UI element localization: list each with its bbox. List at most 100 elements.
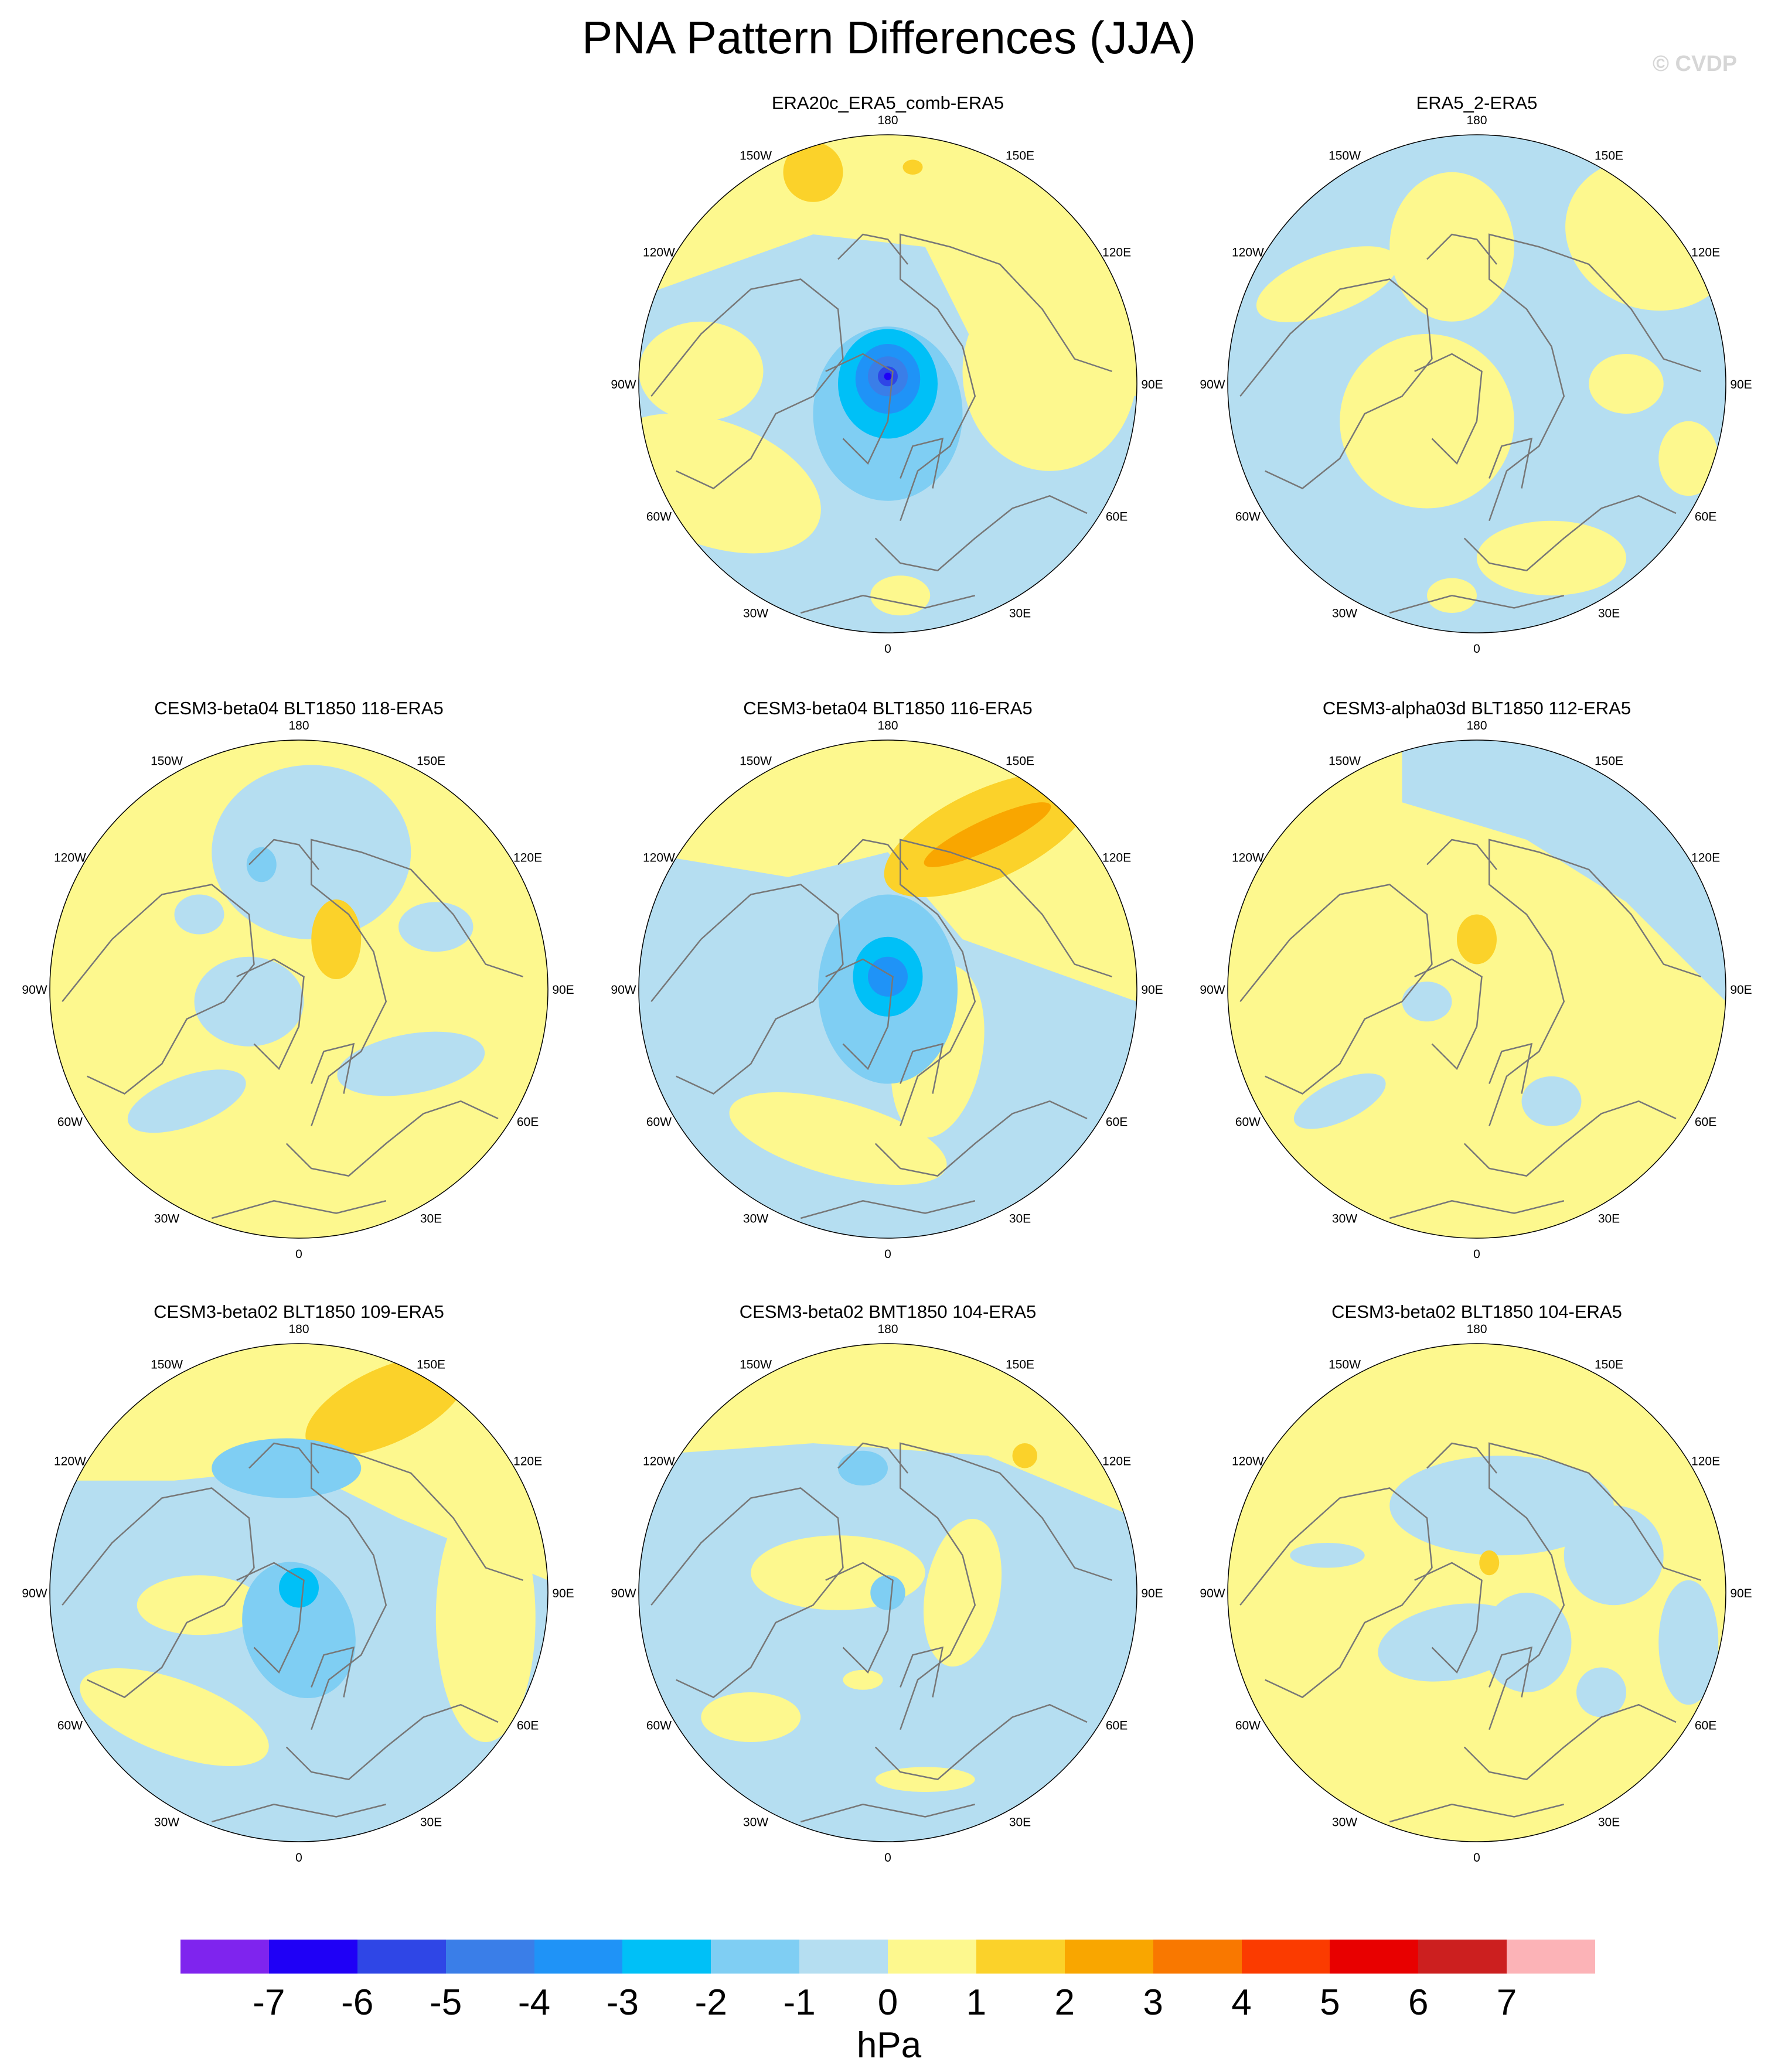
coastline	[900, 839, 1112, 1127]
longitude-label: 180	[288, 1323, 309, 1336]
longitude-label: 150E	[417, 754, 445, 768]
colorbar-segment	[976, 1940, 1065, 1974]
coastline	[825, 1562, 894, 1674]
longitude-label: 30W	[1332, 607, 1357, 621]
longitude-label: 90E	[552, 983, 574, 997]
longitude-label: 90E	[1730, 378, 1752, 391]
coastline	[900, 1646, 944, 1698]
longitude-label: 30E	[1009, 1212, 1031, 1226]
panel-title: CESM3-alpha03d BLT1850 112-ERA5	[1323, 698, 1631, 718]
coastline	[874, 1703, 1088, 1781]
longitude-label: 90E	[552, 1587, 574, 1600]
longitude-label: 30E	[420, 1816, 442, 1829]
coastline	[800, 1803, 976, 1823]
coastline	[900, 1442, 1112, 1730]
colorbar-tick-label: -1	[783, 1982, 816, 2023]
longitude-label: 60E	[1106, 1116, 1128, 1129]
coastline	[1389, 1803, 1565, 1823]
map-frame	[1227, 739, 1726, 1239]
longitude-label: 30E	[1598, 1816, 1620, 1829]
longitude-label: 60W	[646, 1719, 672, 1733]
colorbar-segment	[357, 1940, 446, 1974]
map-frame	[638, 739, 1137, 1239]
longitude-label: 120E	[1102, 246, 1131, 260]
coastline	[1489, 839, 1701, 1127]
coastline	[1239, 884, 1433, 1095]
longitude-label: 120W	[54, 851, 86, 865]
colorbar-tick-label: -4	[517, 1982, 551, 2023]
longitude-label: 120E	[1691, 851, 1720, 865]
coastline	[1389, 594, 1565, 614]
longitude-label: 0	[1473, 642, 1480, 656]
longitude-label: 150W	[1329, 754, 1361, 768]
colorbar-segment	[1064, 1940, 1153, 1974]
coastline	[800, 594, 976, 614]
longitude-label: 60E	[1106, 510, 1128, 524]
colorbar-tick-label: 4	[1231, 1982, 1252, 2023]
longitude-label: 0	[295, 1248, 302, 1261]
longitude-label: 0	[884, 642, 891, 656]
longitude-label: 90E	[1141, 378, 1163, 391]
coastline	[900, 437, 944, 489]
map-frame	[1227, 134, 1726, 633]
coastline	[248, 1442, 319, 1474]
longitude-label: 0	[295, 1851, 302, 1865]
colorbar-tick-label: 0	[877, 1982, 898, 2023]
longitude-label: 150W	[151, 1358, 183, 1371]
longitude-label: 30E	[1598, 607, 1620, 621]
longitude-label: 30W	[1332, 1212, 1357, 1226]
colorbar-segment	[799, 1940, 888, 1974]
longitude-label: 60E	[517, 1719, 539, 1733]
longitude-label: 60W	[1235, 510, 1261, 524]
longitude-label: 30E	[420, 1212, 442, 1226]
longitude-label: 30E	[1009, 1816, 1031, 1829]
longitude-label: 120W	[54, 1455, 86, 1468]
contour-fill	[50, 740, 548, 1238]
coastline	[1414, 353, 1483, 465]
page-title: PNA Pattern Differences (JJA)	[582, 12, 1196, 63]
colorbar-segment	[180, 1940, 269, 1974]
map-frame	[49, 739, 549, 1239]
longitude-label: 150E	[1006, 149, 1034, 162]
longitude-label: 30E	[1598, 1212, 1620, 1226]
coastline	[1239, 1487, 1433, 1698]
longitude-label: 90W	[1200, 1587, 1225, 1600]
coastline	[236, 1562, 305, 1674]
coastline	[1426, 1442, 1497, 1474]
longitude-label: 150E	[1006, 1358, 1034, 1371]
longitude-label: 30W	[1332, 1816, 1357, 1829]
coastline	[211, 1199, 387, 1219]
colorbar	[180, 1940, 1595, 1974]
coastline	[1426, 839, 1497, 870]
panel-title: CESM3-beta02 BMT1850 104-ERA5	[740, 1301, 1037, 1322]
longitude-label: 180	[877, 114, 898, 127]
coastline	[1489, 1442, 1701, 1730]
longitude-label: 60W	[646, 510, 672, 524]
longitude-label: 180	[877, 719, 898, 732]
coastline	[1489, 437, 1533, 489]
coastline	[285, 1703, 499, 1781]
longitude-label: 150W	[740, 1358, 772, 1371]
longitude-label: 30W	[743, 1212, 768, 1226]
coastline	[62, 1487, 255, 1698]
coastline	[1463, 1100, 1677, 1177]
coastline	[236, 958, 305, 1071]
colorbar-segment	[1330, 1940, 1419, 1974]
longitude-label: 150E	[417, 1358, 445, 1371]
map-frame	[49, 1343, 549, 1842]
panel-title: ERA5_2-ERA5	[1416, 93, 1538, 113]
coastline	[1389, 1199, 1565, 1219]
coastline	[825, 353, 894, 465]
colorbar-segment	[888, 1940, 976, 1974]
coastline	[62, 884, 255, 1095]
colorbar-tick-label: -2	[694, 1982, 727, 2023]
colorbar-segment	[445, 1940, 534, 1974]
longitude-label: 120W	[643, 1455, 675, 1468]
longitude-label: 0	[884, 1851, 891, 1865]
longitude-label: 120E	[1691, 246, 1720, 260]
contour-fill	[639, 135, 1137, 633]
longitude-label: 30E	[1009, 607, 1031, 621]
